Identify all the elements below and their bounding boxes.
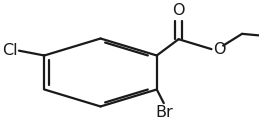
Text: O: O bbox=[213, 42, 225, 57]
Text: Br: Br bbox=[155, 105, 173, 120]
Text: O: O bbox=[172, 3, 185, 18]
Text: Cl: Cl bbox=[2, 43, 18, 58]
